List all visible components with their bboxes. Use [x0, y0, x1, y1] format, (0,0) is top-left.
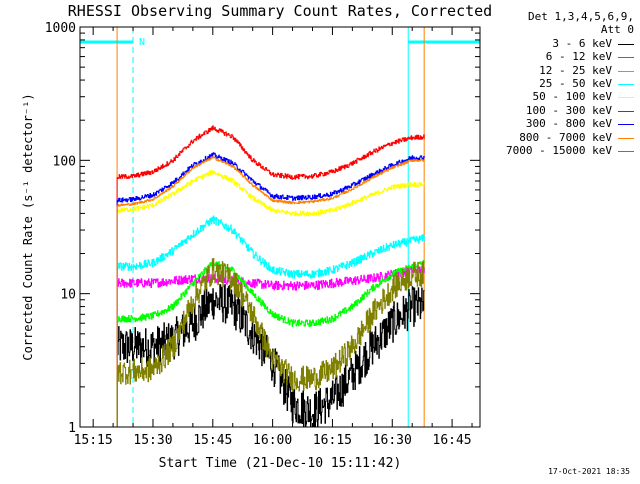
x-tick-label: 16:15 — [313, 433, 352, 448]
legend-item: 25 - 50 keV — [484, 77, 636, 90]
legend-item: 100 - 300 keV — [484, 104, 636, 117]
y-axis-label: Corrected Count Rate (s⁻¹ detector⁻¹) — [21, 93, 35, 360]
chart-title: RHESSI Observing Summary Count Rates, Co… — [68, 2, 492, 20]
series-line-1 — [116, 265, 425, 427]
x-tick-label: 15:15 — [74, 433, 113, 448]
x-tick-label: 16:45 — [433, 433, 472, 448]
timestamp: 17-Oct-2021 18:35 — [548, 467, 630, 476]
legend-label: 3 - 6 keV — [552, 36, 612, 50]
x-axis-label: Start Time (21-Dec-10 15:11:42) — [159, 456, 402, 471]
y-tick-label: 1 — [68, 421, 76, 436]
legend-item: 300 - 800 keV — [484, 117, 636, 130]
legend-label: 12 - 25 keV — [539, 63, 612, 77]
x-tick-label: 16:30 — [373, 433, 412, 448]
x-tick-label: 15:30 — [133, 433, 172, 448]
x-tick-label: 15:45 — [193, 433, 232, 448]
legend-swatch — [618, 110, 634, 112]
legend-item: 3 - 6 keV — [484, 37, 636, 50]
legend: Det 1,3,4,5,6,9, Att 0 3 - 6 keV 6 - 12 k… — [484, 10, 636, 157]
legend-header-line-2: Att 0 — [600, 23, 634, 37]
series-line-6 — [116, 152, 425, 427]
legend-label: 300 - 800 keV — [525, 117, 612, 131]
series-line-3 — [116, 215, 425, 427]
legend-label: 25 - 50 keV — [539, 76, 612, 90]
legend-swatch — [618, 137, 634, 139]
legend-item: 800 - 7000 keV — [484, 131, 636, 144]
legend-swatch — [618, 150, 634, 152]
y-tick-label: 10 — [60, 288, 76, 303]
legend-item: 7000 - 15000 keV — [484, 144, 636, 157]
y-tick-label: 100 — [53, 154, 76, 169]
legend-item: 50 - 100 keV — [484, 90, 636, 103]
legend-swatch — [618, 57, 634, 59]
legend-swatch — [618, 124, 634, 126]
series-line-7 — [116, 156, 425, 427]
legend-label: 100 - 300 keV — [525, 103, 612, 117]
y-tick-label: 1000 — [45, 21, 76, 36]
x-tick-label: 16:00 — [253, 433, 292, 448]
legend-label: 800 - 7000 keV — [519, 130, 612, 144]
series-line-8 — [116, 258, 425, 427]
legend-item: 12 - 25 keV — [484, 64, 636, 77]
legend-item: 6 - 12 keV — [484, 50, 636, 63]
plot-frame — [79, 26, 481, 428]
series-line-4 — [116, 169, 425, 427]
legend-header-line-1: Det 1,3,4,5,6,9, — [528, 10, 634, 23]
flag-label: N — [139, 37, 145, 48]
legend-swatch — [618, 43, 634, 45]
legend-label: 7000 - 15000 keV — [506, 143, 612, 157]
series-line-2 — [116, 259, 425, 427]
series-line-5 — [116, 125, 425, 427]
legend-swatch — [618, 70, 634, 72]
legend-label: 50 - 100 keV — [532, 90, 612, 104]
legend-swatch — [618, 97, 634, 99]
legend-swatch — [618, 83, 634, 85]
legend-label: 6 - 12 keV — [545, 50, 612, 64]
